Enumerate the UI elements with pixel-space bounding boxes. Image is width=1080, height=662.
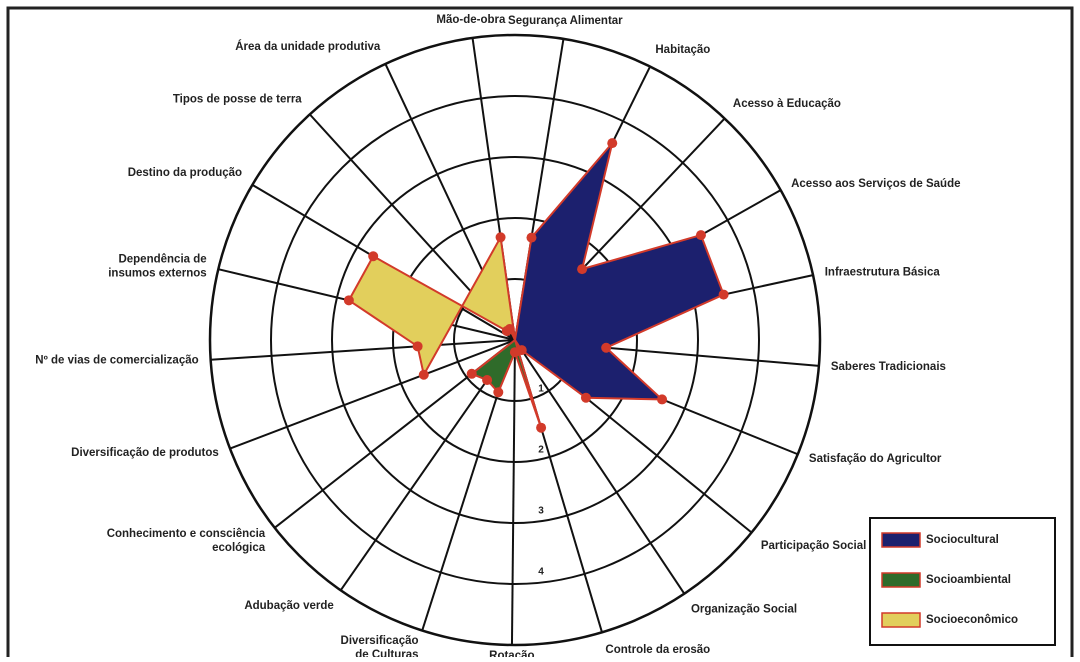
marker — [580, 392, 591, 403]
legend-swatch — [881, 572, 921, 588]
marker — [493, 387, 504, 398]
marker — [509, 347, 520, 358]
spoke — [510, 339, 516, 645]
marker — [412, 341, 423, 352]
ring-label: 3 — [538, 506, 544, 517]
legend-label: Sociocultural — [926, 534, 999, 546]
category-label: Segurança Alimentar — [508, 15, 623, 27]
ring-label: 4 — [538, 567, 544, 578]
category-label: Tipos de posse de terra — [173, 94, 302, 106]
ring — [392, 217, 638, 463]
category-label: Infraestrutura Básica — [825, 267, 941, 279]
marker — [695, 230, 706, 241]
marker — [601, 342, 612, 353]
legend-swatch — [881, 532, 921, 548]
marker — [718, 289, 729, 300]
category-label: Saberes Tradicionais — [831, 361, 946, 373]
marker — [482, 375, 493, 386]
category-label: Adubação verde — [244, 600, 333, 612]
category-label: Acesso aos Serviços de Saúde — [791, 178, 960, 190]
category-label: Controle da erosão — [605, 644, 710, 656]
marker — [526, 232, 537, 243]
category-label: Rotaçãode Culturas — [480, 650, 543, 657]
marker — [607, 138, 618, 149]
marker — [657, 394, 668, 405]
marker — [536, 422, 547, 433]
outer-ring — [208, 33, 822, 647]
category-label: Organização Social — [691, 604, 797, 616]
spoke — [210, 339, 516, 361]
category-label: Satisfação do Agricultor — [809, 453, 942, 465]
category-label: Área da unidade produtiva — [235, 40, 381, 53]
category-label: Mão-de-obra — [436, 14, 506, 26]
category-label: Acesso à Educação — [733, 98, 841, 110]
legend-label: Socioambiental — [926, 574, 1011, 586]
category-label: Diversificação de produtos — [71, 447, 219, 459]
category-label: Habitação — [655, 44, 710, 56]
category-label: Participação Social — [761, 540, 866, 552]
marker — [577, 264, 588, 275]
category-label: Conhecimento e consciência ecológica — [107, 528, 266, 554]
marker — [418, 369, 429, 380]
ring-label: 2 — [538, 445, 544, 456]
spoke — [229, 339, 516, 450]
ring — [331, 156, 699, 524]
marker — [343, 295, 354, 306]
category-label: Nº de vias de comercialização — [35, 355, 198, 367]
legend-label: Socioeconômico — [926, 614, 1018, 626]
marker — [466, 368, 477, 379]
ring — [270, 95, 760, 585]
spoke — [514, 339, 686, 595]
marker — [495, 232, 506, 243]
marker — [368, 251, 379, 262]
legend-swatch — [881, 612, 921, 628]
ring-label: 1 — [538, 384, 544, 395]
category-label: Destino da produção — [128, 167, 242, 179]
category-label: Dependência de insumos externos — [108, 253, 206, 279]
marker — [504, 323, 515, 334]
